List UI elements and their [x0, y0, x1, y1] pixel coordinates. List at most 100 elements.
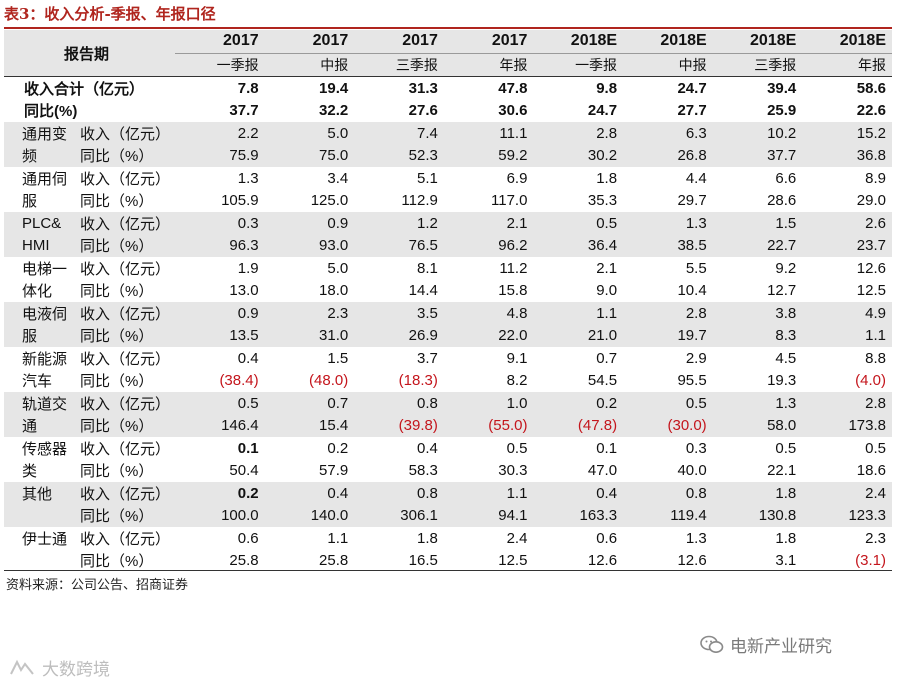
cell-value: (18.3): [398, 372, 438, 390]
cell-value: 306.1: [354, 504, 444, 527]
cell-value: 0.3: [175, 212, 265, 235]
segment-name: 伊士通: [22, 530, 68, 548]
header-period: 年报: [802, 53, 892, 77]
cell-value: 0.8: [623, 482, 713, 505]
cell-value: 0.9: [264, 212, 355, 235]
header-period: 年报: [443, 53, 534, 77]
segment-row: 体化 同比（%） 13.0 18.0 14.4 15.8 9.0 10.4 12.7 12.5: [4, 280, 892, 303]
total-value: 27.7: [677, 102, 707, 120]
cell-value: 1.5: [327, 349, 349, 367]
cell-value: 29.7: [677, 192, 707, 210]
metric-label: 收入（亿元）: [80, 530, 171, 548]
segment-row: 伊士通 收入（亿元） 0.6 1.1 1.8 2.4 0.6 1.3 1.8 2.3: [4, 527, 892, 550]
header-period-label: 报告期: [4, 30, 176, 77]
cell-value: 47.0: [587, 462, 618, 480]
cell-value: 28.6: [767, 192, 797, 210]
segment-row: 类 同比（%） 50.4 57.9 58.3 30.3 47.0 40.0 22.1 18.6: [4, 460, 892, 483]
segment-name: HMI: [4, 234, 80, 257]
cell-value: 11.1: [443, 122, 534, 145]
segment-row: PLC& 收入（亿元） 0.3 0.9 1.2 2.1 0.5 1.3 1.5 2.6: [4, 212, 892, 235]
cell-value: 9.2: [775, 259, 797, 277]
metric-label: 同比（%）: [80, 504, 176, 527]
total-label: 收入合计（亿元）: [24, 80, 145, 98]
cell-value: 100.0: [175, 504, 265, 527]
cell-value: 26.8: [623, 144, 713, 167]
cell-value: 10.4: [677, 282, 707, 300]
cell-value: 4.5: [775, 349, 797, 367]
segment-row: 同比（%） 100.0 140.0 306.1 94.1 163.3 119.4 130.8 1…: [4, 504, 892, 527]
cell-value: 16.5: [408, 552, 438, 570]
cell-value: 50.4: [229, 462, 259, 480]
cell-value: 40.0: [677, 462, 707, 480]
cell-value: (48.0): [309, 372, 349, 390]
cell-value: 38.5: [623, 234, 713, 257]
header-year: 2017: [175, 30, 265, 54]
source-note: 资料来源：公司公告、招商证券: [6, 578, 189, 593]
total-value: 27.6: [408, 102, 438, 120]
total-value: 30.6: [498, 102, 528, 120]
total-value: 32.2: [319, 102, 349, 120]
table-title: 表3：收入分析-季报、年报口径: [4, 5, 216, 23]
cell-value: 8.2: [506, 372, 528, 390]
cell-value: 36.8: [802, 144, 892, 167]
segment-row: 其他 收入（亿元） 0.2 0.4 0.8 1.1 0.4 0.8 1.8 2.4: [4, 482, 892, 505]
cell-value: 1.3: [623, 212, 713, 235]
cell-value: 1.2: [354, 212, 444, 235]
cell-value: (39.8): [354, 414, 444, 437]
segment-name: 新能源: [22, 350, 68, 368]
cell-value: 2.8: [533, 122, 624, 145]
cell-value: 5.0: [327, 259, 349, 277]
cell-value: 123.3: [802, 504, 892, 527]
cell-value: 1.1: [443, 482, 534, 505]
corner-watermark: 大数跨境: [8, 655, 110, 680]
cell-value: 130.8: [712, 504, 803, 527]
segment-name: [4, 550, 80, 573]
cell-value: 94.1: [443, 504, 534, 527]
cell-value: 0.5: [175, 392, 265, 415]
header-period: 三季报: [354, 53, 444, 77]
segment-name: 服: [4, 324, 80, 347]
cell-value: (30.0): [623, 414, 713, 437]
cell-value: 26.9: [354, 324, 444, 347]
cell-value: 75.9: [175, 144, 265, 167]
cell-value: 4.8: [443, 302, 534, 325]
segment-row: 服 同比（%） 105.9 125.0 112.9 117.0 35.3 29.7 28.6 29…: [4, 190, 892, 213]
cell-value: 2.9: [685, 349, 707, 367]
cell-value: 2.4: [506, 529, 528, 547]
cell-value: 0.2: [533, 392, 624, 415]
cell-value: 31.0: [264, 324, 355, 347]
cell-value: 96.2: [443, 234, 534, 257]
metric-label: 收入（亿元）: [80, 440, 171, 458]
cell-value: 1.5: [712, 212, 803, 235]
segment-name: 汽车: [22, 373, 53, 391]
cell-value: 58.3: [408, 462, 438, 480]
header-year: 2017: [264, 30, 355, 54]
cell-value: 36.4: [533, 234, 624, 257]
cell-value: 21.0: [533, 324, 624, 347]
total-value: 24.7: [587, 102, 618, 120]
total-label: 同比(%): [24, 103, 78, 121]
segment-name: 轨道交: [4, 392, 80, 415]
cell-value: 173.8: [802, 414, 892, 437]
segment-name: 电梯一: [22, 260, 68, 278]
cell-value: 3.7: [416, 349, 438, 367]
cell-value: 95.5: [677, 372, 707, 390]
segment-name: 体化: [22, 283, 53, 301]
cell-value: 2.8: [623, 302, 713, 325]
cell-value: 0.2: [327, 439, 349, 457]
segment-name: PLC&: [4, 212, 80, 235]
wechat-watermark: 电新产业研究: [700, 632, 832, 657]
cell-value: 19.7: [623, 324, 713, 347]
segment-row: 服同比（%） 13.5 31.0 26.9 22.0 21.0 19.7 8.3 1.1: [4, 324, 892, 347]
revenue-table: 报告期 2017 2017 2017 2017 2018E 2018E 2018E 2018E 一…: [4, 30, 892, 572]
cell-value: 2.3: [865, 529, 886, 547]
total-value: 37.7: [229, 102, 259, 120]
metric-label: 同比（%）: [80, 324, 176, 347]
metric-label: 同比（%）: [80, 463, 154, 481]
cell-value: 1.8: [416, 529, 438, 547]
cell-value: 19.3: [767, 372, 797, 390]
cell-value: 30.3: [498, 462, 528, 480]
segment-row: 电液伺 收入（亿元） 0.9 2.3 3.5 4.8 1.1 2.8 3.8 4.9: [4, 302, 892, 325]
metric-label: 收入（亿元）: [80, 170, 171, 188]
cell-value: 13.5: [175, 324, 265, 347]
